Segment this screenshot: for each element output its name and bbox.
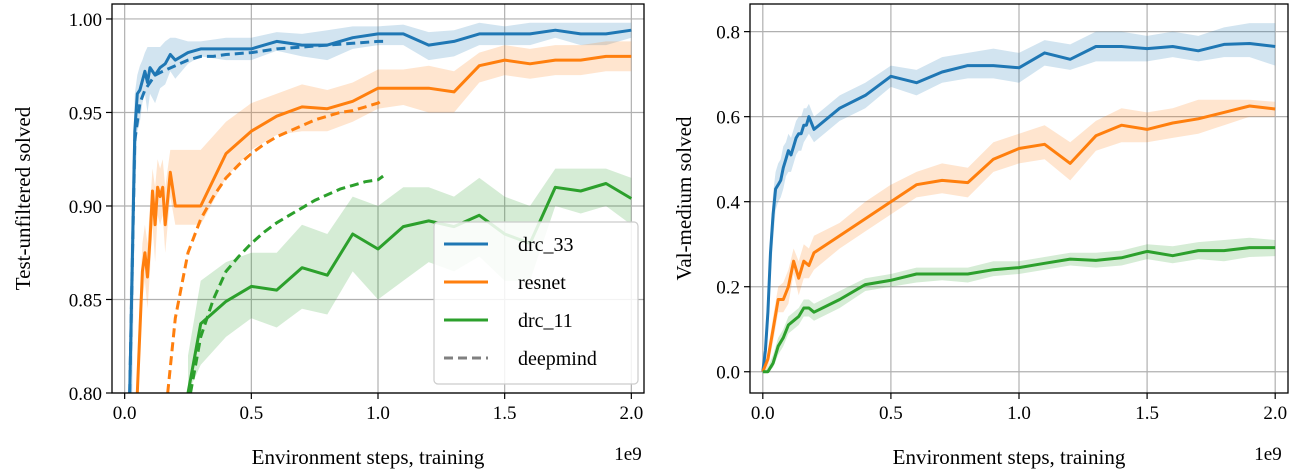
legend-box: [433, 221, 639, 385]
confidence-band-resnet: [762, 99, 1276, 372]
x-tick-label: 1.0: [366, 403, 390, 424]
x-tick-label: 0.0: [113, 403, 137, 424]
y-tick-label: 1.00: [69, 10, 102, 31]
x-tick-label: 0.0: [751, 403, 775, 424]
x-tick-label: 2.0: [1263, 403, 1287, 424]
y-tick-label: 0.85: [69, 290, 102, 311]
y-tick-label: 0.2: [716, 278, 740, 299]
series-line-drc-11: [762, 246, 1276, 374]
chart-panel-2: 0.0 0.5 1.0 1.5 2.0 0.0 0.2 0.4 0.6 0.8 Environmen…: [672, 3, 1289, 469]
x-tick-label: 0.5: [879, 403, 903, 424]
x-axis-label: Environment steps, training: [893, 445, 1126, 469]
y-tick-label: 0.90: [69, 197, 102, 218]
series-line-resnet: [761, 104, 1276, 373]
series-line-drc-33: [128, 28, 632, 393]
chart-panel-1: 0.0 0.5 1.0 1.5 2.0 0.80 0.85 0.90 0.95 1.00 Envir…: [11, 3, 645, 469]
y-axis-label: Val-medium solved: [672, 116, 696, 280]
confidence-band-resnet: [137, 41, 632, 393]
series-line-drc-11: [186, 182, 633, 393]
y-axis-label: Test-unfiltered solved: [11, 106, 35, 290]
x-axis-label: Environment steps, training: [252, 445, 485, 469]
y-tick-label: 0.4: [716, 193, 740, 214]
y-tick-label: 0.0: [716, 363, 740, 384]
y-tick-label: 0.8: [716, 23, 740, 44]
x-tick-label: 1.5: [493, 403, 517, 424]
y-tick-label: 0.6: [716, 108, 740, 129]
x-offset-label: 1e9: [614, 444, 641, 465]
series-line-drc-33-deepmind: [128, 39, 384, 393]
legend-label-deepmind: deepmind: [518, 348, 597, 370]
series-line-resnet: [135, 54, 632, 393]
x-tick-label: 2.0: [619, 403, 643, 424]
series-line-resnet-deepmind: [166, 98, 384, 393]
series-line-drc-33: [761, 42, 1276, 372]
y-tick-label: 0.80: [69, 384, 102, 405]
x-tick-label: 0.5: [239, 403, 263, 424]
legend-label-drc-33: drc_33: [518, 234, 574, 256]
x-offset-label: 1e9: [1254, 444, 1281, 465]
series-line-drc-11-deepmind: [189, 174, 384, 393]
y-tick-label: 0.95: [69, 103, 102, 124]
legend-label-resnet: resnet: [518, 272, 566, 294]
x-tick-label: 1.0: [1007, 403, 1031, 424]
legend-label-drc-11: drc_11: [518, 310, 573, 332]
x-tick-label: 1.5: [1135, 403, 1159, 424]
plot-area: [761, 23, 1276, 374]
confidence-band-drc-33: [129, 22, 632, 393]
